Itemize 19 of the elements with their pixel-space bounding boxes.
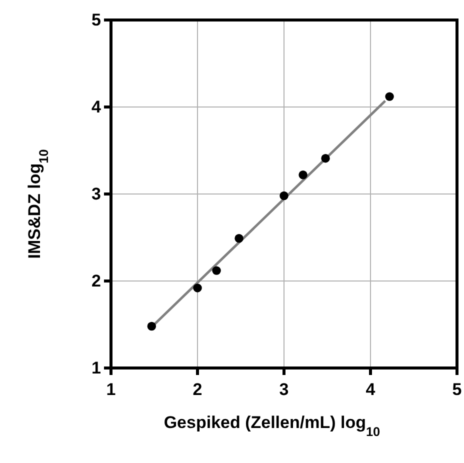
y-tick-label: 1	[92, 358, 101, 378]
y-tick-label: 3	[92, 184, 101, 204]
x-tick-label: 1	[106, 380, 116, 399]
point	[193, 284, 202, 292]
y-tick-label: 2	[92, 271, 101, 290]
x-tick-label: 2	[192, 380, 202, 399]
point	[147, 322, 156, 331]
point	[385, 92, 394, 101]
point	[298, 170, 308, 180]
y-tick-label: 5	[92, 10, 101, 30]
x-tick-label: 4	[366, 380, 376, 399]
point	[212, 266, 221, 275]
point	[321, 154, 330, 163]
point	[234, 234, 244, 243]
x-tick-label: 3	[279, 380, 289, 399]
x-tick-label: 5	[452, 380, 462, 399]
point	[280, 191, 288, 200]
y-tick-label: 4	[92, 97, 102, 116]
x-axis-title: Gespiked (Zellen/mL) log$_{10}$	[164, 413, 380, 438]
